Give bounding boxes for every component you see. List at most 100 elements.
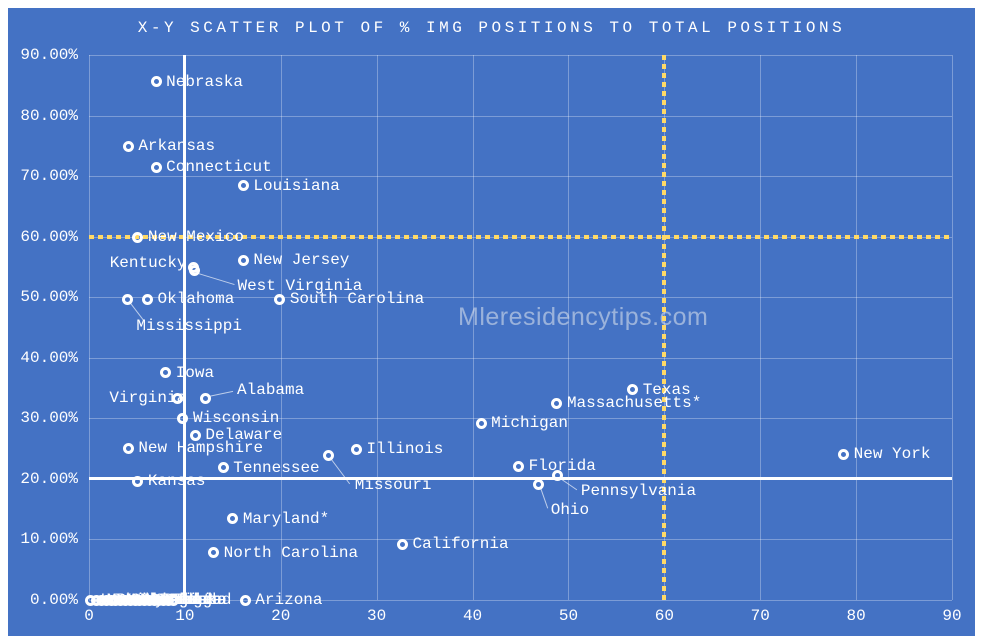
point-label: Louisiana (253, 176, 340, 195)
gridline-vertical (952, 55, 953, 600)
point-label: Missouri (354, 475, 432, 494)
scatter-point (122, 140, 134, 152)
gridline-vertical (89, 55, 90, 600)
x-tick-label: 0 (84, 607, 94, 625)
scatter-point (171, 392, 183, 404)
point-label: Oklahoma (157, 290, 235, 309)
gridline-vertical (472, 55, 474, 600)
dashed-horizontal-reference-line (89, 234, 952, 239)
scatter-point (239, 594, 251, 606)
leader-line (331, 459, 351, 485)
leader-line (198, 273, 235, 286)
point-label: Mississippi (136, 317, 242, 336)
y-tick-label: 70.00% (20, 167, 78, 186)
point-label: North Carolina (223, 543, 359, 562)
x-tick-label: 30 (367, 607, 387, 625)
scatter-point (132, 475, 144, 487)
scatter-point (132, 231, 144, 243)
gridline-horizontal (89, 600, 952, 601)
gridline-vertical (856, 55, 858, 600)
gridline-vertical (568, 55, 570, 600)
scatter-point (227, 513, 239, 525)
y-tick-label: 50.00% (20, 288, 78, 307)
scatter-point (189, 429, 201, 441)
leader-line (540, 488, 549, 509)
point-label: New Mexico (147, 228, 244, 247)
point-label: Alabama (237, 381, 305, 400)
scatter-point (533, 478, 545, 490)
y-tick-label: 60.00% (20, 227, 78, 246)
scatter-point (323, 450, 335, 462)
leader-line (560, 478, 578, 491)
solid-horizontal-reference-line (89, 477, 952, 481)
gridline-vertical (376, 55, 378, 600)
point-label: Illinois (366, 440, 444, 459)
scatter-point (121, 293, 133, 305)
x-tick-label: 40 (462, 607, 483, 625)
point-label: Kansas (147, 472, 206, 491)
scatter-point (199, 392, 211, 404)
y-tick-label: 0.00% (29, 591, 78, 609)
leader-line (129, 302, 144, 321)
gridline-horizontal (89, 297, 952, 299)
point-label: New York (853, 445, 931, 464)
point-label: Arkansas (138, 137, 216, 156)
y-tick-label: 20.00% (20, 469, 78, 488)
plot-area: Mleresidencytips.com 0 10 20 30 40 50 60 70 80 90… (20, 46, 961, 625)
point-label: Idaho (178, 591, 227, 609)
leader-line (208, 390, 234, 397)
gridline-horizontal (89, 115, 952, 117)
scatter-point (167, 594, 179, 606)
point-label: South Carolina (289, 290, 425, 309)
point-label: West Virginia (237, 276, 363, 295)
point-label: California (412, 535, 509, 554)
gridline-horizontal (89, 55, 952, 56)
x-tick-label: 20 (271, 607, 291, 625)
scatter-point (475, 417, 487, 429)
point-label: Nevada (164, 591, 222, 609)
x-tick-label: 80 (846, 607, 866, 625)
gridline-horizontal (89, 176, 952, 178)
scatter-point (160, 367, 172, 379)
point-label: Iowa (175, 363, 215, 382)
gridline-vertical (760, 55, 762, 600)
leader-lines-layer (129, 273, 578, 509)
point-label: Pennsylvania (580, 481, 697, 500)
scatter-point (397, 538, 409, 550)
scatter-point (274, 293, 286, 305)
scatter-point (551, 397, 563, 409)
x-tick-label: 90 (942, 607, 962, 625)
scatter-point (150, 76, 162, 88)
point-label: Ohio (550, 501, 590, 520)
gridline-horizontal (89, 357, 952, 359)
scatter-point (217, 462, 229, 474)
point-label: Alaska (168, 591, 227, 609)
scatter-point (237, 254, 249, 266)
gridline-horizontal (89, 418, 952, 420)
point-label: Florida (528, 457, 596, 476)
scatter-point (351, 443, 363, 455)
scatter-point (141, 293, 153, 305)
scatter-point (150, 161, 162, 173)
y-tick-label: 30.00% (20, 409, 78, 428)
scatter-point (627, 384, 639, 396)
scatter-point (208, 547, 220, 559)
scatter-point (552, 470, 564, 482)
scatter-point (513, 460, 525, 472)
point-label: Utah (183, 591, 222, 609)
x-tick-label: 10 (175, 607, 195, 625)
point-label: Nebraska (166, 72, 243, 91)
point-label: Tennessee (233, 458, 320, 477)
point-label: Virginia (109, 389, 187, 408)
point-label: Wisconsin (192, 409, 280, 428)
point-label: Arizona (255, 591, 323, 609)
y-tick-label: 40.00% (20, 348, 78, 367)
scatter-point (122, 442, 134, 454)
chart-title: X-Y SCATTER PLOT OF % IMG POSITIONS TO T… (137, 19, 846, 37)
scatter-point (838, 448, 850, 460)
gridline-vertical (280, 55, 282, 600)
point-label: New Jersey (253, 251, 350, 270)
scatter-point (237, 180, 249, 192)
y-tick-label: 10.00% (20, 530, 78, 549)
